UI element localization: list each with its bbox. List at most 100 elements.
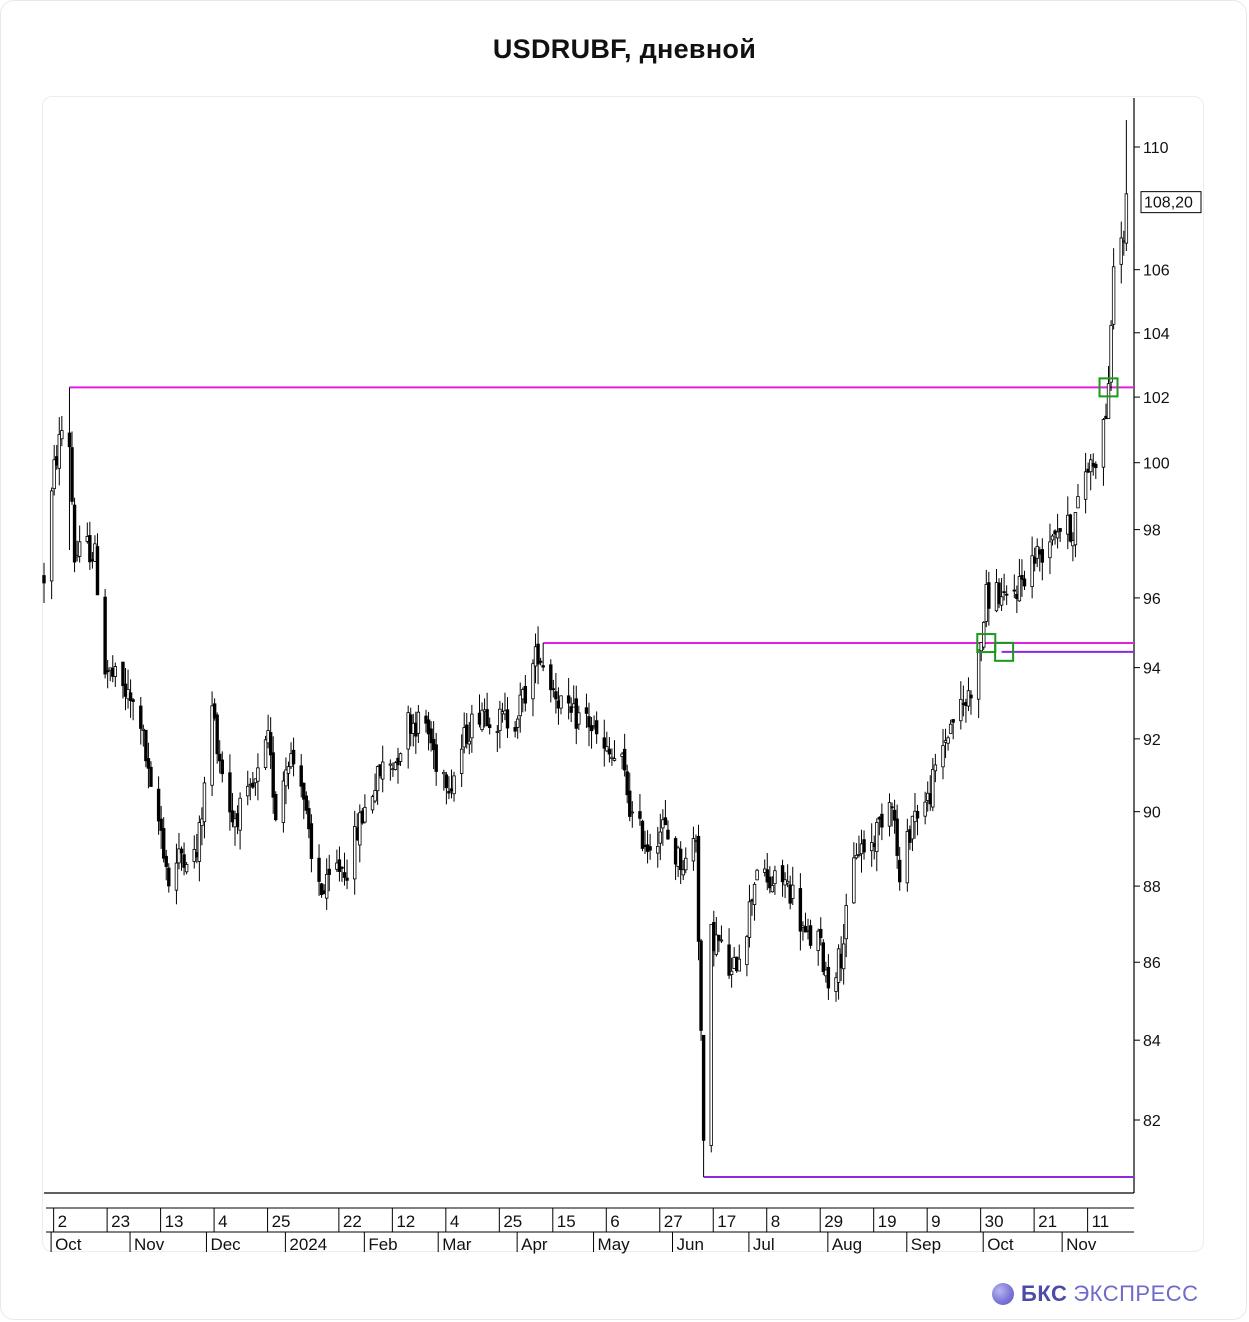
- candle-body: [274, 793, 278, 821]
- candle-body: [584, 707, 589, 714]
- y-tick-label: 110: [1143, 140, 1169, 157]
- candle-body: [299, 765, 303, 787]
- candle-body: [612, 758, 617, 761]
- x-month-tick-label: Nov: [134, 1235, 165, 1254]
- candle-body: [798, 888, 803, 932]
- candle-body: [737, 958, 741, 972]
- candle-body: [701, 1034, 706, 1141]
- candle-body: [179, 848, 184, 854]
- candle-body: [714, 934, 719, 955]
- candle-body: [1124, 193, 1129, 244]
- x-month-tick-label: Mar: [442, 1235, 472, 1254]
- last-price-box: [1140, 191, 1202, 214]
- y-tick-label: 94: [1143, 661, 1161, 678]
- candle-body: [880, 813, 884, 828]
- candle-body: [602, 737, 606, 749]
- candle-body: [538, 660, 543, 663]
- candle-body: [834, 977, 838, 992]
- candle-body: [691, 838, 696, 862]
- candle-body: [1073, 512, 1078, 546]
- candle-body: [696, 835, 701, 942]
- candle-body: [88, 535, 92, 563]
- candle-body: [1022, 578, 1027, 587]
- candle-body: [416, 711, 421, 734]
- candle-body: [875, 822, 879, 853]
- x-month-tick-label: 2024: [289, 1235, 327, 1254]
- candle-body: [281, 780, 286, 823]
- candle-body: [49, 490, 54, 582]
- candle-body: [1119, 237, 1123, 265]
- x-day-tick-label: 13: [165, 1212, 184, 1231]
- candle-body: [498, 708, 502, 732]
- x-day-tick-label: 9: [931, 1212, 940, 1231]
- candle-body: [238, 797, 242, 831]
- candle-body: [1106, 383, 1111, 419]
- y-tick-label: 98: [1143, 523, 1161, 540]
- brand-logo: БКС ЭКСПРЕСС: [992, 1280, 1199, 1308]
- candle-body: [505, 709, 510, 729]
- candle-body: [1020, 574, 1024, 580]
- x-day-tick-label: 27: [664, 1212, 683, 1231]
- candle-body: [447, 790, 451, 794]
- candle-body: [915, 810, 920, 819]
- candle-body: [844, 905, 848, 940]
- bks-sphere-logo-icon: [992, 1283, 1014, 1305]
- candle-body: [340, 866, 344, 869]
- x-day-tick-label: 25: [272, 1212, 291, 1231]
- candle-body: [1068, 514, 1073, 542]
- x-month-tick-label: Oct: [55, 1235, 82, 1254]
- candle-body: [375, 766, 380, 792]
- candle-body: [485, 709, 489, 727]
- candle-body: [429, 728, 433, 744]
- last-price-marker: 108,20: [1140, 191, 1202, 214]
- y-tick-label: 86: [1143, 955, 1161, 972]
- candle-body: [622, 748, 627, 771]
- candle-body: [442, 771, 446, 775]
- candle-body: [271, 752, 275, 798]
- candle-body: [495, 731, 500, 733]
- candle-body: [42, 575, 46, 584]
- candle-body: [747, 901, 752, 938]
- candle-body: [648, 846, 652, 851]
- candle-body: [791, 884, 795, 899]
- candle-body: [951, 719, 955, 723]
- candle-body: [444, 774, 449, 789]
- candle-body: [256, 767, 260, 782]
- candle-body: [174, 862, 179, 891]
- candle-body: [121, 661, 125, 687]
- candle-body: [854, 854, 859, 859]
- x-day-tick-label: 2: [58, 1212, 67, 1231]
- candle-body: [327, 868, 331, 875]
- candle-body: [268, 732, 273, 756]
- candle-body: [890, 806, 894, 809]
- candle-body: [857, 854, 861, 856]
- candle-body: [826, 966, 831, 989]
- candle-body: [997, 582, 1001, 605]
- x-month-tick-label: Feb: [368, 1235, 397, 1254]
- candle-body: [182, 854, 186, 868]
- chart-axes: [44, 98, 1135, 1233]
- candle-body: [559, 695, 563, 709]
- candle-body: [139, 705, 143, 729]
- x-day-tick-label: 12: [396, 1212, 415, 1231]
- candle-body: [933, 764, 938, 772]
- candle-body: [60, 430, 64, 440]
- x-day-tick-label: 19: [878, 1212, 897, 1231]
- candle-body: [803, 925, 808, 933]
- candle-body: [941, 745, 945, 768]
- candle-body: [70, 447, 74, 502]
- candle-body: [128, 692, 133, 701]
- candle-body: [523, 685, 528, 704]
- candle-body: [1058, 528, 1062, 532]
- candle-body: [729, 970, 734, 975]
- candle-body: [465, 724, 469, 744]
- candle-body: [426, 719, 431, 735]
- candle-body: [284, 769, 288, 787]
- candle-body: [1050, 535, 1055, 541]
- x-day-tick-label: 30: [985, 1212, 1004, 1231]
- signal-box: [1098, 377, 1119, 398]
- candle-body: [337, 859, 342, 872]
- candle-body: [1109, 325, 1113, 383]
- y-tick-label: 96: [1143, 591, 1161, 608]
- candle-body: [302, 782, 306, 800]
